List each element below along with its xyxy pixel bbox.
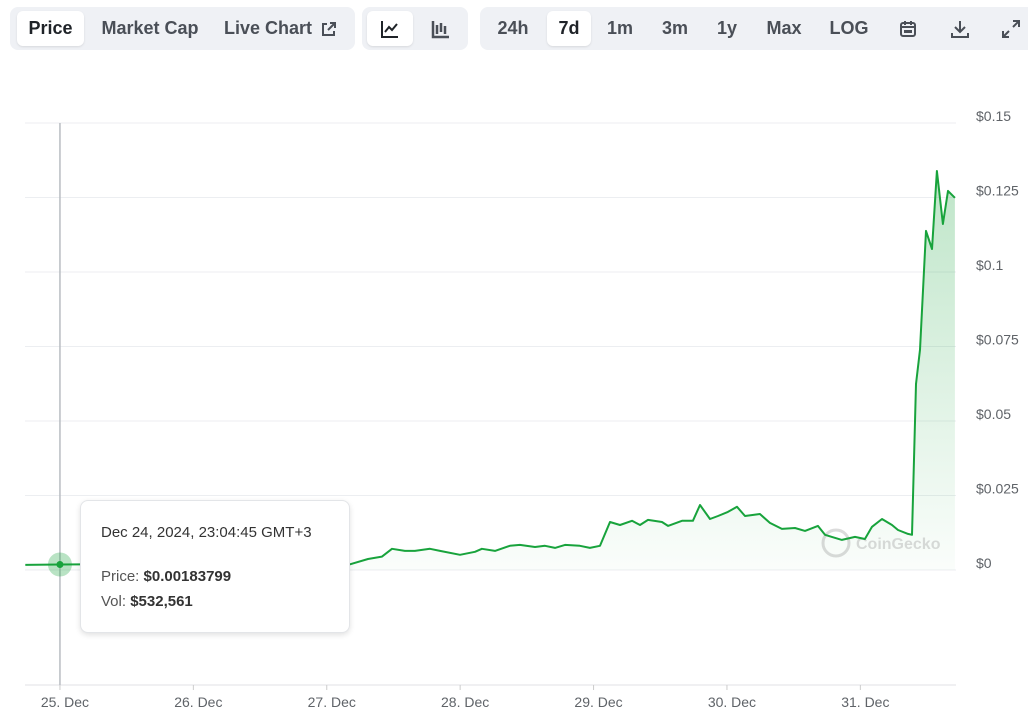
y-tick-label: $0: [976, 555, 992, 571]
line-chart-button[interactable]: [367, 11, 413, 46]
calendar-button[interactable]: [899, 20, 917, 38]
range-button[interactable]: 1m: [606, 18, 633, 38]
y-tick-label: $0.125: [976, 182, 1019, 198]
tooltip-price-row: Price: $0.00183799: [101, 568, 231, 585]
price-line: [25, 170, 956, 566]
tooltip-price-label: Price:: [101, 568, 140, 585]
x-tick-label: 31. Dec: [841, 694, 889, 710]
tab-market-cap[interactable]: Market Cap: [101, 18, 199, 38]
range-group: 24h 7d 1m 3m 1y Max LOG: [480, 7, 1028, 50]
hover-point: [56, 560, 64, 568]
y-tick-label: $0.025: [976, 480, 1019, 496]
range-button[interactable]: 3m: [661, 18, 688, 38]
x-tick-label: 30. Dec: [708, 694, 756, 710]
external-icon: [322, 22, 336, 36]
tooltip-vol-label: Vol:: [101, 593, 127, 610]
x-tick-label: 29. Dec: [574, 694, 622, 710]
x-tick-label: 25. Dec: [41, 694, 89, 710]
range-button[interactable]: 1y: [716, 18, 738, 38]
tab-live-chart[interactable]: Live Chart: [224, 18, 313, 38]
y-tick-label: $0.075: [976, 331, 1019, 347]
expand-button[interactable]: [1001, 19, 1021, 39]
y-tick-label: $0.1: [976, 257, 1003, 273]
chart-type-group: [362, 7, 468, 50]
tab-price[interactable]: Price: [17, 11, 84, 46]
x-tick-label: 27. Dec: [308, 694, 356, 710]
range-button[interactable]: 7d: [547, 11, 591, 46]
x-tick-label: 26. Dec: [174, 694, 222, 710]
watermark: CoinGecko: [821, 528, 941, 558]
tooltip-vol-row: Vol: $532,561: [101, 593, 193, 610]
tooltip-date: Dec 24, 2024, 23:04:45 GMT+3: [101, 524, 312, 541]
view-group: Price Market Cap Live Chart: [10, 7, 355, 50]
candle-chart-button[interactable]: [418, 11, 464, 46]
range-button[interactable]: 24h: [497, 18, 529, 38]
download-button[interactable]: [950, 19, 970, 39]
y-tick-label: $0.05: [976, 406, 1011, 422]
tooltip: Dec 24, 2024, 23:04:45 GMT+3 Price: $0.0…: [80, 500, 350, 633]
x-tick-label: 28. Dec: [441, 694, 489, 710]
tooltip-vol: $532,561: [130, 593, 193, 610]
log-button[interactable]: LOG: [829, 18, 869, 38]
range-button[interactable]: Max: [766, 18, 802, 38]
y-tick-label: $0.15: [976, 108, 1011, 124]
tooltip-price: $0.00183799: [143, 568, 232, 585]
watermark-text: CoinGecko: [856, 536, 941, 553]
